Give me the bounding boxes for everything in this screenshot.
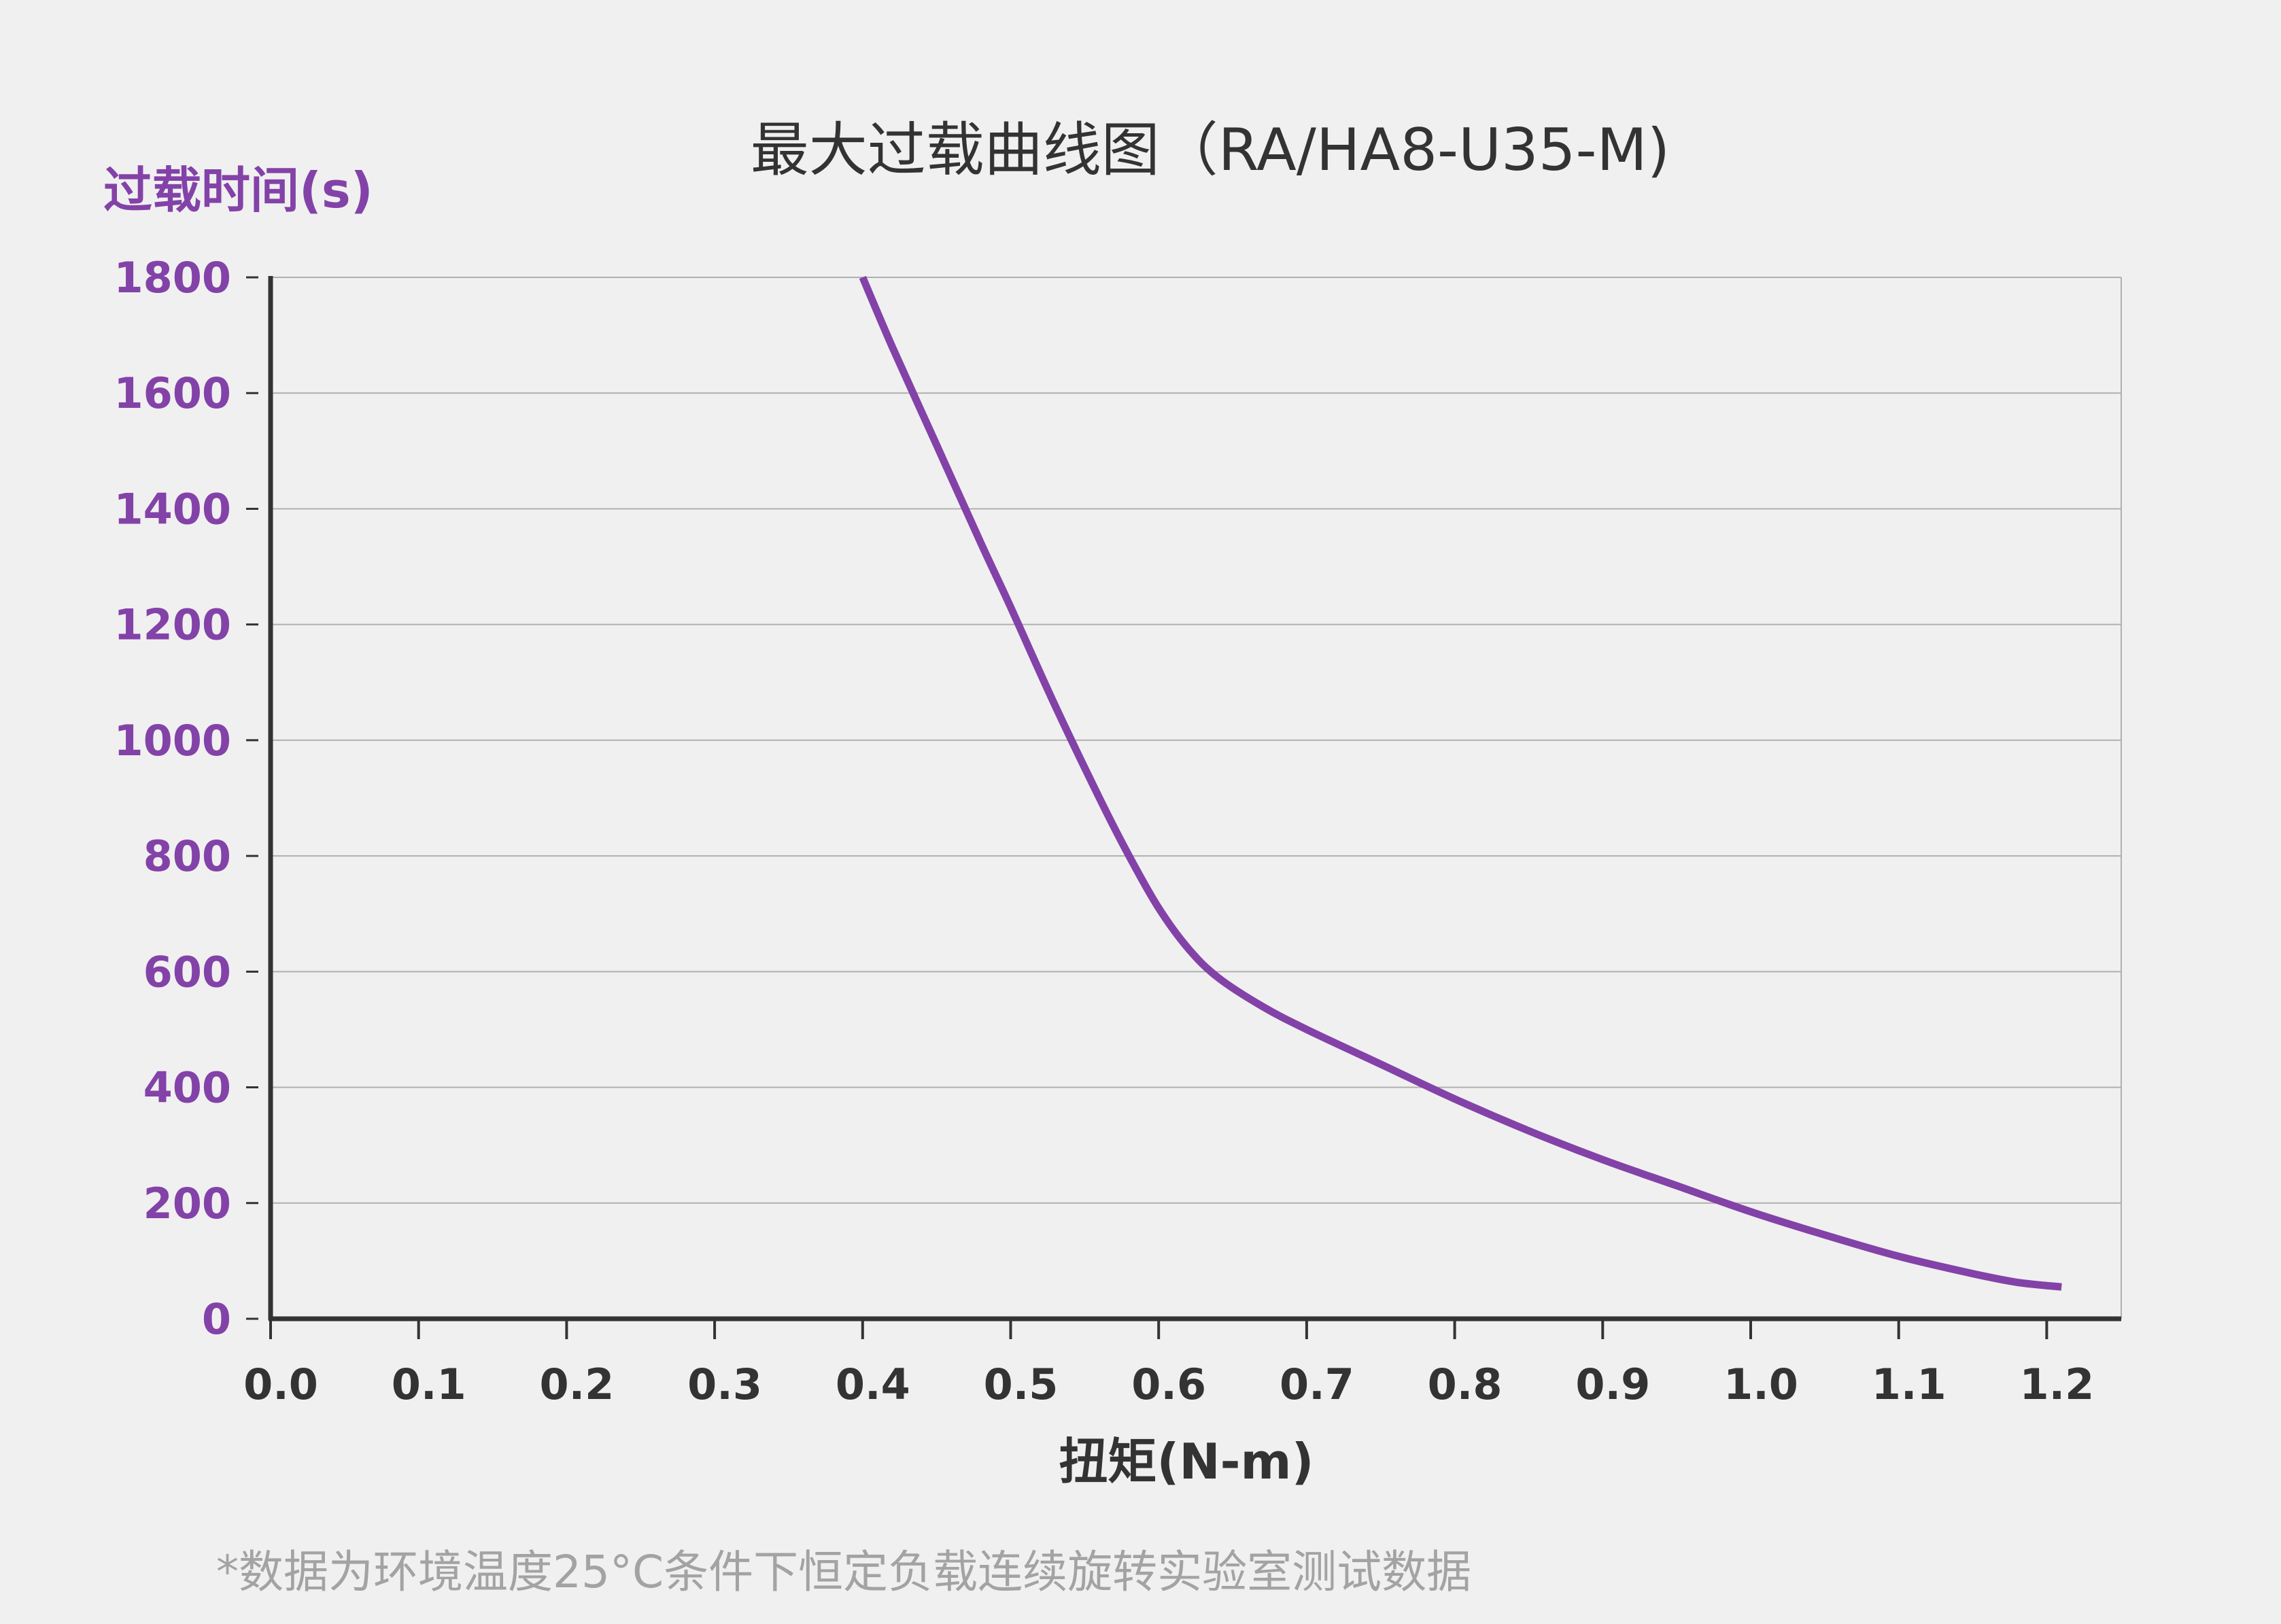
y-tick-label: 0 [202,1294,231,1344]
y-tick-label: 1200 [114,600,231,650]
x-tick-label: 0.6 [1131,1360,1206,1409]
y-ticks: 0 200 400 600 800 1000 1200 1400 1600 1800 [114,253,258,1344]
footnote: *数据为环境温度25°C条件下恒定负载连续旋转实验室测试数据 [216,1546,1471,1598]
x-tick-label: 1.0 [1723,1360,1798,1409]
x-tick-label: 0.5 [984,1360,1059,1409]
x-tick-label: 0.7 [1280,1360,1354,1409]
x-tick-label: 0.9 [1575,1360,1650,1409]
y-tick-label: 600 [143,947,231,997]
grid-lines [271,277,2122,1319]
y-tick-label: 1400 [114,484,231,534]
x-axis-label: 扭矩(N-m) [1059,1433,1314,1490]
x-tick-label: 1.1 [1872,1360,1946,1409]
y-tick-label: 1800 [114,253,231,303]
y-tick-label: 800 [143,831,231,881]
x-ticks: 0.0 0.1 0.2 0.3 0.4 0.5 0.6 0.7 0.8 0.9 1.0 1.1 1.2 [243,1319,2094,1409]
x-tick-label: 0.3 [687,1360,762,1409]
x-tick-label: 0.0 [243,1360,318,1409]
y-tick-label: 200 [143,1179,231,1228]
chart-title: 最大过载曲线图（RA/HA8-U35-M) [751,116,1670,184]
x-tick-label: 0.8 [1428,1360,1503,1409]
x-tick-label: 0.1 [392,1360,466,1409]
y-tick-label: 1600 [114,368,231,418]
y-axis-label: 过载时间(s) [103,162,373,219]
x-tick-label: 1.2 [2019,1360,2094,1409]
x-tick-label: 0.4 [836,1360,910,1409]
x-tick-label: 0.2 [539,1360,614,1409]
axes [268,276,2121,1321]
y-tick-label: 1000 [114,716,231,765]
y-tick-label: 400 [143,1063,231,1113]
series-group [859,275,2062,1291]
series-line [859,275,2062,1291]
